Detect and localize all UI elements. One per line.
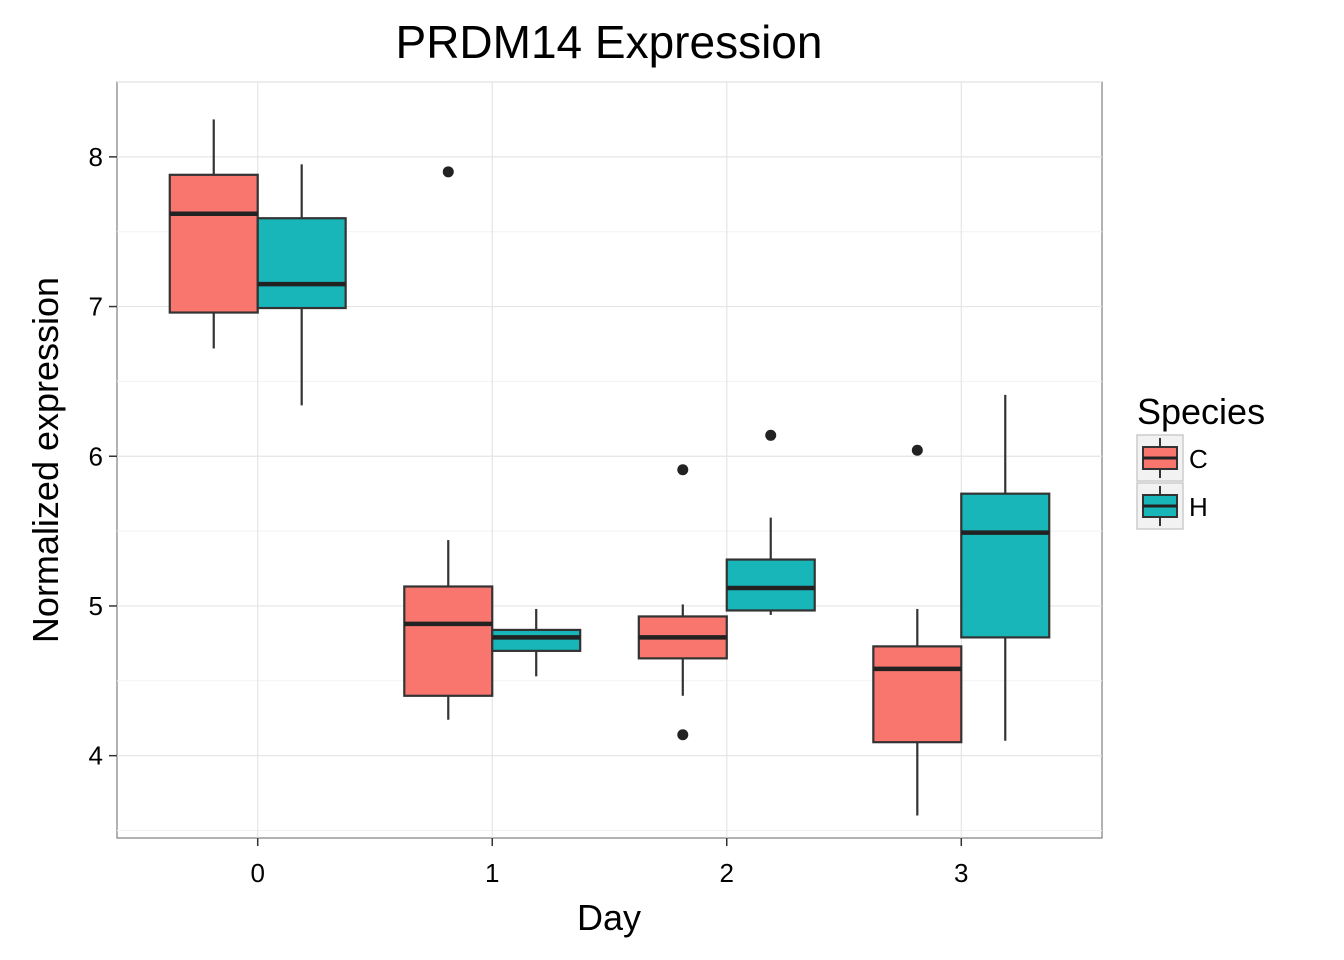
axis-ticks: 4 5 6 7 8 0 1 2 3 — [89, 142, 969, 888]
box-C-day-2 — [637, 464, 728, 741]
box-body — [491, 628, 582, 652]
outlier-point — [677, 729, 689, 741]
box-body — [872, 645, 963, 744]
box-body — [960, 492, 1051, 639]
box-body — [168, 173, 259, 314]
legend-label: C — [1189, 444, 1208, 474]
box-H-day-1 — [491, 608, 582, 677]
y-tick-label: 8 — [89, 142, 103, 172]
x-tick-label: 3 — [954, 858, 968, 888]
box-body — [256, 217, 347, 310]
box-C-day-0 — [168, 119, 259, 349]
box-H-day-0 — [256, 164, 347, 406]
box-series — [168, 119, 1051, 816]
outlier-point — [677, 464, 689, 476]
y-tick-label: 7 — [89, 292, 103, 322]
outlier-point — [765, 429, 777, 441]
legend-title: Species — [1137, 391, 1265, 432]
box-C-day-3 — [872, 444, 963, 816]
x-axis-title: Day — [577, 897, 641, 938]
box-body — [725, 558, 816, 612]
box-H-day-3 — [960, 394, 1051, 741]
y-tick-label: 4 — [89, 741, 103, 771]
box-body — [403, 585, 494, 697]
x-tick-label: 0 — [250, 858, 264, 888]
y-axis-title: Normalized expression — [25, 277, 66, 643]
box-H-day-2 — [725, 429, 816, 615]
y-tick-label: 6 — [89, 441, 103, 471]
x-tick-label: 1 — [485, 858, 499, 888]
legend-label: H — [1189, 492, 1208, 522]
legend-item-H: H — [1136, 482, 1208, 530]
legend: Species CH — [1136, 391, 1265, 530]
outlier-point — [911, 444, 923, 456]
legend-item-C: C — [1136, 434, 1208, 482]
chart-title: PRDM14 Expression — [396, 16, 823, 68]
outlier-point — [442, 166, 454, 178]
x-tick-label: 2 — [720, 858, 734, 888]
y-tick-label: 5 — [89, 591, 103, 621]
